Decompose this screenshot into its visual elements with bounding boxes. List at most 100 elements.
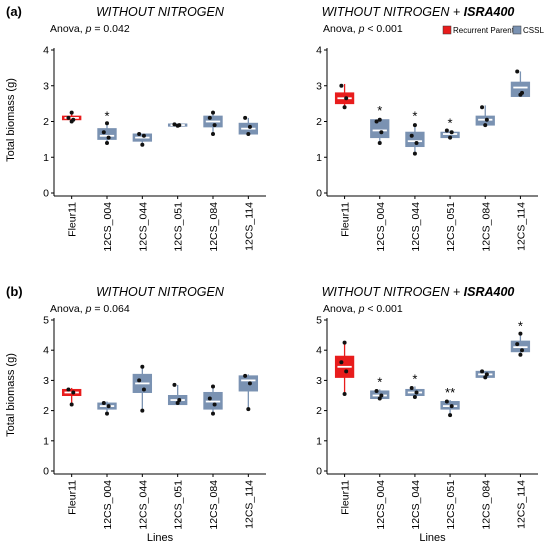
y-axis-label: Total biomass (g) xyxy=(5,78,17,162)
data-point xyxy=(140,142,145,147)
y-tick-label: 4 xyxy=(316,45,322,57)
box-12CS_004: * xyxy=(370,103,390,145)
data-point xyxy=(344,369,349,374)
data-point xyxy=(137,378,142,383)
x-tick-label: 12CS_051 xyxy=(173,480,185,530)
x-tick-label: 12CS_114 xyxy=(515,480,527,529)
panel-title: WITHOUT NITROGEN + ISRA400 xyxy=(322,285,515,299)
x-tick-label: 12CS_114 xyxy=(243,480,255,529)
data-point xyxy=(414,140,419,145)
anova-part: p xyxy=(85,23,92,35)
x-tick-label: 12CS_044 xyxy=(410,480,422,530)
panel-title-part: WITHOUT NITROGEN + xyxy=(322,5,464,19)
data-point xyxy=(412,151,417,156)
panel-title-part: ISRA400 xyxy=(464,285,515,299)
x-axis-label: Lines xyxy=(419,532,446,544)
data-point xyxy=(448,413,453,418)
y-tick-label: 4 xyxy=(43,345,49,357)
data-point xyxy=(246,407,251,412)
data-point xyxy=(344,96,349,101)
x-tick-label: 12CS_044 xyxy=(410,202,422,252)
data-point xyxy=(101,130,106,135)
data-point xyxy=(71,117,76,122)
box-12CS_084 xyxy=(203,384,223,416)
data-point xyxy=(211,132,215,137)
x-tick-label: 12CS_114 xyxy=(515,202,527,251)
box-12CS_084 xyxy=(203,110,223,137)
data-point xyxy=(105,140,109,145)
data-point xyxy=(339,83,344,88)
legend-label-cssl: CSSL xyxy=(523,26,544,35)
box-12CS_004: * xyxy=(97,108,117,145)
x-tick-label: 12CS_044 xyxy=(137,202,149,252)
data-point xyxy=(243,373,248,378)
box-body xyxy=(370,119,390,139)
panel-label-a: (a) xyxy=(6,4,22,19)
anova-part: Anova, xyxy=(323,23,359,35)
box-12CS_051: ** xyxy=(440,385,460,418)
data-point xyxy=(105,411,109,416)
y-tick-label: 1 xyxy=(316,435,322,447)
y-tick-label: 1 xyxy=(43,152,49,164)
data-point xyxy=(342,105,347,110)
box-12CS_051 xyxy=(167,382,188,406)
x-tick-label: Fleur11 xyxy=(67,202,79,237)
data-point xyxy=(342,340,347,345)
y-tick-label: 2 xyxy=(316,405,322,417)
data-point xyxy=(177,398,182,403)
data-point xyxy=(377,396,382,401)
data-point xyxy=(518,352,523,357)
box-Fleur11 xyxy=(61,387,82,407)
box-12CS_004: * xyxy=(370,374,390,401)
significance-marker: ** xyxy=(445,385,455,400)
y-tick-label: 1 xyxy=(316,152,322,164)
data-point xyxy=(106,135,111,140)
box-12CS_084 xyxy=(475,105,495,128)
y-tick-label: 3 xyxy=(43,80,49,92)
data-point xyxy=(520,348,525,353)
y-tick-label: 0 xyxy=(316,188,322,200)
data-point xyxy=(412,395,417,400)
anova-part: p xyxy=(358,23,365,35)
data-point xyxy=(515,342,520,347)
data-point xyxy=(69,110,74,115)
data-point xyxy=(409,133,414,138)
data-point xyxy=(480,105,485,110)
data-point xyxy=(211,384,215,389)
panel-b-right: WITHOUT NITROGEN + ISRA400 Anova, p < 0.0… xyxy=(316,285,538,544)
data-point xyxy=(140,364,145,369)
data-point xyxy=(342,391,347,396)
data-point xyxy=(247,381,252,386)
data-point xyxy=(520,90,525,95)
data-point xyxy=(374,119,379,124)
data-point xyxy=(409,385,414,390)
data-point xyxy=(515,69,520,74)
anova-text: Anova, p < 0.001 xyxy=(323,303,403,315)
y-tick-label: 2 xyxy=(43,116,49,128)
significance-marker: * xyxy=(104,108,109,123)
x-tick-label: 12CS_051 xyxy=(445,202,457,252)
box-Fleur11 xyxy=(61,110,82,124)
x-tick-label: Fleur11 xyxy=(340,202,352,237)
legend-label-parent: Recurrent Parent xyxy=(453,26,515,35)
data-point xyxy=(106,404,111,409)
box-12CS_114 xyxy=(238,373,259,412)
data-point xyxy=(141,133,146,138)
y-tick-label: 2 xyxy=(316,116,322,128)
data-point xyxy=(66,115,71,120)
box-Fleur11 xyxy=(334,340,355,396)
y-tick-label: 5 xyxy=(43,315,49,327)
anova-text: Anova, p < 0.001 xyxy=(323,23,403,35)
data-point xyxy=(211,411,215,416)
anova-text: Anova, p = 0.042 xyxy=(50,23,130,35)
x-tick-label: 12CS_004 xyxy=(102,202,114,252)
legend: Recurrent Parent CSSL xyxy=(442,25,544,35)
data-point xyxy=(66,387,71,392)
x-tick-label: 12CS_084 xyxy=(480,202,492,252)
box-12CS_114 xyxy=(238,115,259,137)
anova-text: Anova, p = 0.064 xyxy=(50,303,130,315)
panel-title-part: WITHOUT NITROGEN xyxy=(96,285,225,299)
panel-title-part: WITHOUT NITROGEN + xyxy=(322,285,464,299)
data-point xyxy=(101,401,106,406)
